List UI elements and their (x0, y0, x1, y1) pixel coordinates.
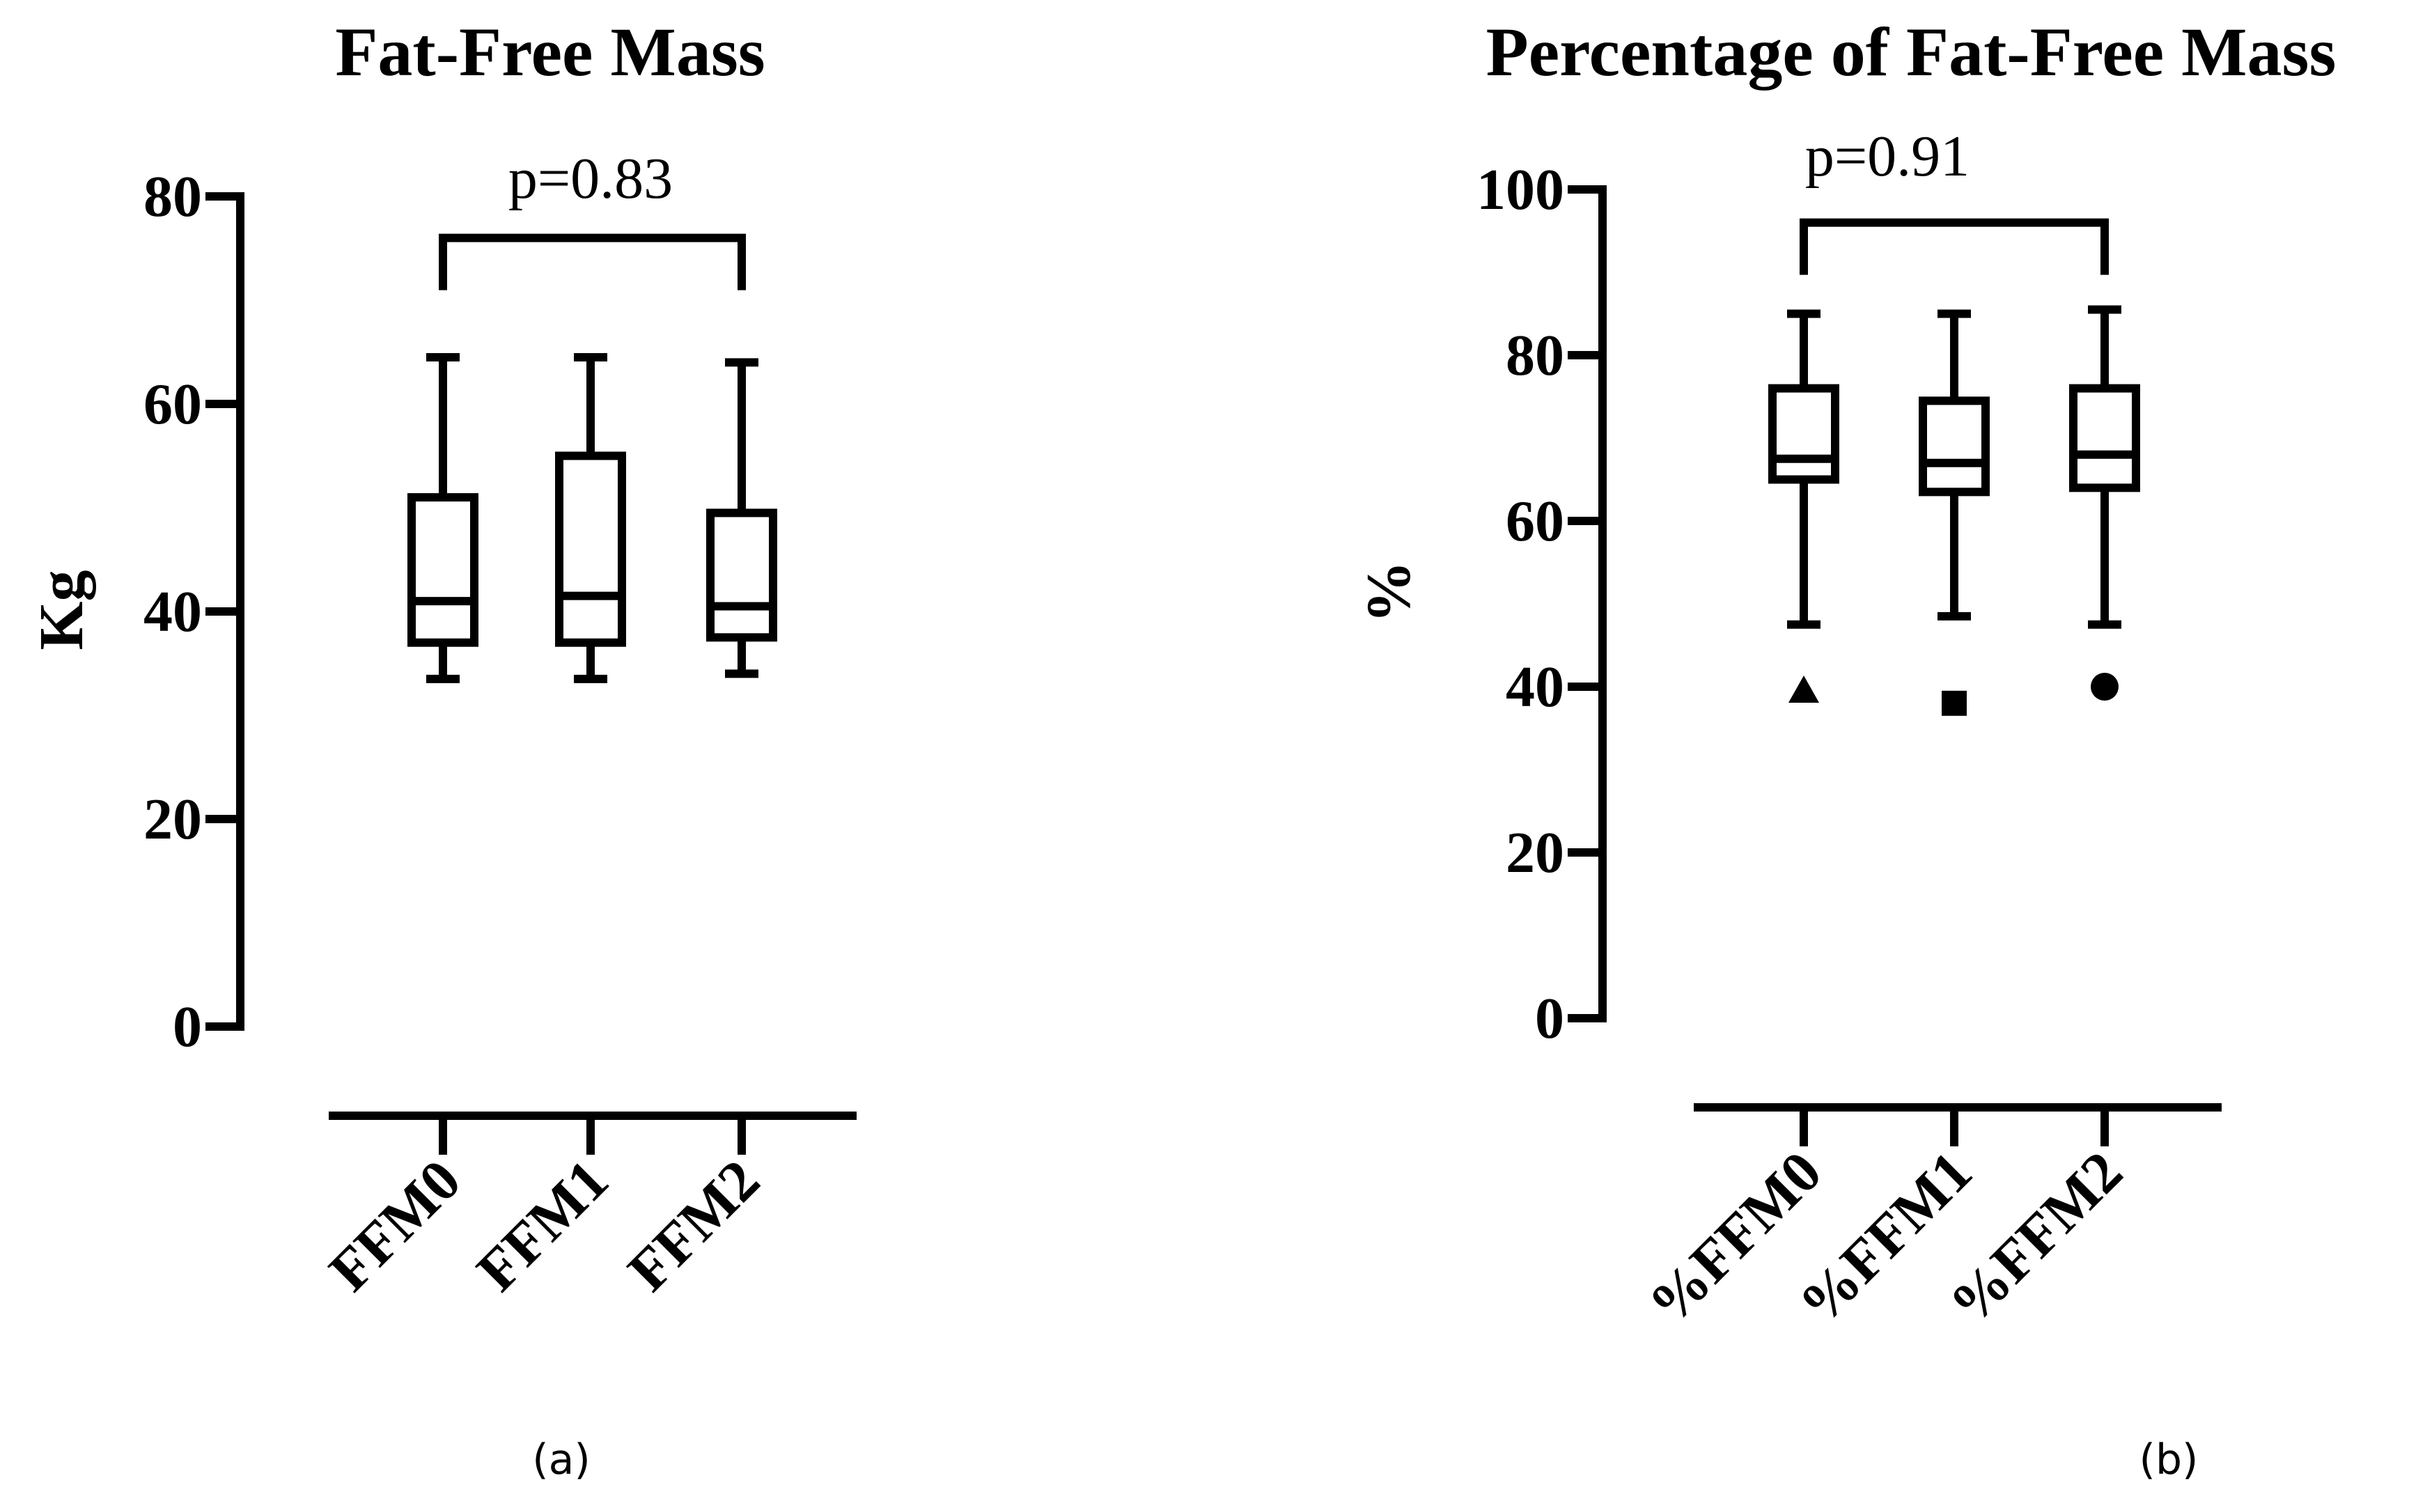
outlier-square (1942, 690, 1967, 716)
box-plot-pct-ffm2 (2069, 305, 2140, 629)
y-tick-label: 100 (1476, 157, 1564, 222)
y-axis-title: Kg (27, 570, 96, 650)
iqr-box (555, 451, 626, 647)
box-plot-ffm0 (407, 352, 478, 683)
iqr-box (1919, 396, 1990, 497)
chart-title: Percentage of Fat-Free Mass (1486, 13, 2337, 91)
significance-bracket (439, 233, 746, 290)
box-plot-pct-ffm0 (1768, 309, 1839, 629)
y-tick-label: 0 (173, 995, 202, 1059)
x-tick-label: FFM1 (465, 1148, 621, 1304)
y-tick-label: 0 (1535, 986, 1564, 1051)
chart-panel-b: Percentage of Fat-Free Mass % p=0.91 (b)… (1355, 13, 2336, 1484)
chart-panel-a: Fat-Free Mass Kg p=0.83 (a) 0 20 40 60 80 FFM… (27, 13, 857, 1484)
box-plot-pct-ffm1 (1919, 309, 1990, 621)
y-tick-label: 40 (1506, 655, 1564, 719)
iqr-box (407, 493, 478, 647)
y-axis-title: % (1355, 561, 1424, 623)
y-tick-label: 40 (143, 579, 202, 644)
p-value-label: p=0.91 (1805, 124, 1970, 189)
outlier-circle (2091, 673, 2119, 701)
outlier-triangle (1788, 675, 1819, 703)
chart-title: Fat-Free Mass (335, 13, 765, 91)
y-tick-label: 60 (143, 372, 202, 437)
y-tick-label: 80 (143, 164, 202, 229)
y-tick-label: 20 (143, 787, 202, 852)
p-value-label: p=0.83 (508, 146, 673, 211)
iqr-box (2069, 384, 2140, 492)
y-tick-label: 80 (1506, 323, 1564, 388)
significance-bracket (1800, 218, 2109, 275)
y-tick-label: 20 (1506, 820, 1564, 885)
box-plot-ffm1 (555, 352, 626, 683)
x-tick-label: FFM2 (616, 1148, 772, 1304)
iqr-box (706, 508, 777, 642)
panel-label: (b) (2139, 1435, 2199, 1484)
y-tick-label: 60 (1506, 489, 1564, 554)
iqr-box (1768, 384, 1839, 484)
panel-label: (a) (532, 1435, 591, 1484)
box-plot-ffm2 (706, 358, 777, 678)
x-tick-label: FFM0 (317, 1148, 473, 1304)
